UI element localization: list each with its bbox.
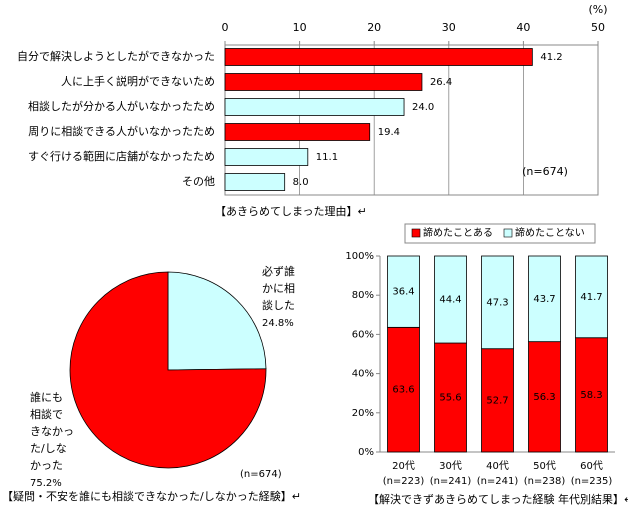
x-tick-note: (n=241): [477, 476, 519, 487]
slice-label: かった: [30, 459, 63, 472]
y-tick-label: 0%: [358, 447, 374, 458]
x-tick-label: 30: [442, 21, 456, 34]
slice-value: 24.8%: [262, 318, 294, 329]
x-tick-label: 60代: [580, 460, 603, 472]
bar: [224, 173, 286, 191]
value-label: 52.7: [486, 395, 508, 406]
legend-swatch: [503, 228, 513, 238]
bar-segment: [434, 255, 467, 344]
bar: [224, 98, 405, 116]
y-tick-label: 80%: [352, 290, 374, 301]
legend-frame: [404, 223, 596, 244]
value-label: 58.3: [580, 390, 602, 401]
slice-label: 誰にも: [30, 390, 63, 404]
category-label: すぐ行ける範囲に店舗がなかったため: [28, 149, 215, 163]
y-tick-label: 100%: [345, 251, 374, 262]
value-label: 63.6: [392, 385, 414, 396]
value-label: 8.0: [293, 177, 309, 188]
value-label: 24.0: [412, 102, 434, 113]
category-label: 相談したが分かる人がいなかったため: [28, 99, 215, 113]
value-label: 43.7: [533, 294, 555, 305]
slice-label: た/しな: [30, 442, 67, 455]
annotation: (n=674): [522, 165, 568, 178]
legend-label: 諦めたことない: [515, 226, 585, 239]
category-label: 自分で解決しようとしたができなかった: [17, 49, 215, 63]
value-label: 56.3: [533, 392, 555, 403]
legend-swatch: [411, 228, 421, 238]
bar-segment: [387, 255, 420, 328]
bar: [224, 148, 309, 166]
bar-segment: [575, 337, 608, 453]
value-label: 55.6: [439, 393, 461, 404]
value-label: 47.3: [486, 297, 508, 308]
value-label: 36.4: [392, 287, 414, 298]
x-tick-label: 40: [516, 21, 530, 34]
slice-label: 相談で: [30, 407, 63, 421]
bar-segment: [528, 341, 561, 453]
bar-segment: [481, 255, 514, 350]
value-label: 41.7: [580, 292, 602, 303]
x-tick-label: 0: [222, 21, 229, 34]
plot-frame: [224, 44, 599, 196]
value-label: 11.1: [316, 152, 338, 163]
bar: [224, 73, 423, 91]
x-tick-label: 30代: [439, 460, 462, 472]
slice-label: きなかっ: [30, 425, 74, 438]
category-label: 周りに相談できる人がいなかったため: [28, 124, 215, 138]
value-label: 41.2: [540, 52, 562, 63]
bar-segment: [387, 326, 420, 453]
x-tick-label: 20代: [392, 460, 415, 472]
bar-segment: [528, 255, 561, 343]
annotation: (n=674): [240, 469, 282, 480]
legend-label: 諦めたことある: [423, 226, 493, 239]
value-label: 26.4: [430, 77, 452, 88]
slice-label: かに相: [262, 282, 295, 295]
value-label: 19.4: [378, 127, 400, 138]
category-label: その他: [182, 175, 215, 188]
x-tick-note: (n=223): [383, 476, 425, 487]
y-tick-label: 40%: [352, 369, 374, 380]
caption: 【あきらめてしまった理由】↵: [215, 204, 367, 218]
x-tick-note: (n=235): [571, 476, 613, 487]
bar: [224, 123, 371, 141]
x-tick-label: 20: [367, 21, 381, 34]
pie-slice: [167, 271, 267, 371]
x-tick-label: 40代: [486, 460, 509, 472]
x-tick-label: 50: [591, 21, 605, 34]
pie-slice: [69, 271, 267, 469]
slice-label: 必ず誰: [262, 264, 295, 278]
x-tick-note: (n=241): [430, 476, 472, 487]
bar-segment: [575, 255, 608, 339]
caption: 【疑問・不安を誰にも相談できなかった/しなかった経験】↵: [2, 489, 301, 503]
x-tick-note: (n=238): [524, 476, 566, 487]
category-label: 人に上手く説明ができないため: [61, 74, 215, 88]
caption: 【解決できずあきらめてしまった経験 年代別結果】↵: [368, 492, 628, 506]
y-tick-label: 60%: [352, 329, 374, 340]
axis-label: (%): [588, 3, 607, 16]
slice-label: 談した: [262, 298, 295, 312]
x-tick-label: 50代: [533, 460, 556, 472]
slice-value: 75.2%: [30, 478, 62, 489]
x-tick-label: 10: [293, 21, 307, 34]
value-label: 44.4: [439, 295, 461, 306]
bar-segment: [434, 342, 467, 453]
bar: [224, 48, 533, 66]
y-tick-label: 20%: [352, 408, 374, 419]
